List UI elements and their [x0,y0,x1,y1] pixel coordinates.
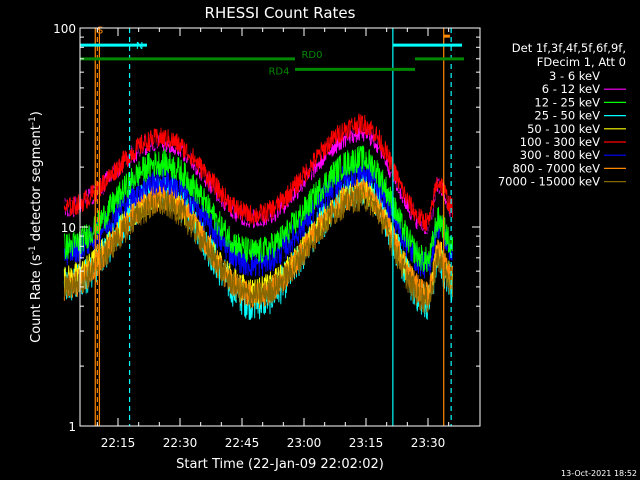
legend-entry-label: 25 - 50 keV [534,109,600,123]
legend-entry-label: 800 - 7000 keV [512,161,600,175]
series-line [63,184,454,314]
y-tick-label: 1 [68,420,76,434]
legend: Det 1f,3f,4f,5f,6f,9f, FDecim 1, Att 0 3… [498,41,626,189]
x-tick-label: 22:15 [101,436,136,450]
annotation-label-rd4: RD4 [268,66,289,77]
x-tick-label: 22:45 [225,436,260,450]
annotation-label-rd0: RD0 [301,50,322,61]
footer-date: 13-Oct-2021 18:52 [561,469,637,478]
legend-entry-label: 100 - 300 keV [520,135,600,149]
legend-entry-label: 12 - 25 keV [534,95,600,109]
y-axis-label: Count Rate (s-1 detector segment-1) [28,111,44,343]
legend-entry-label: 3 - 6 keV [549,69,600,83]
legend-entry-label: 7000 - 15000 keV [498,175,600,189]
plot-content: S N RD0 RD4 [63,25,464,426]
annotation-label-s: S [97,25,103,36]
x-tick-label: 23:00 [287,436,322,450]
y-tick-label: 100 [53,22,76,36]
x-axis: 22:15 22:30 22:45 23:00 23:15 23:30 [96,28,450,450]
y-axis: 1 10 100 [53,22,480,434]
legend-entry-label: 6 - 12 keV [542,82,600,96]
legend-entry-label: 300 - 800 keV [520,148,600,162]
legend-header-line-1: Det 1f,3f,4f,5f,6f,9f, [512,41,626,55]
annotation-label-n: N [136,41,143,52]
chart-title: RHESSI Count Rates [205,4,356,22]
x-axis-label: Start Time (22-Jan-09 22:02:02) [176,457,384,472]
x-tick-label: 23:15 [349,436,384,450]
y-tick-label: 10 [61,221,76,235]
legend-entry-label: 50 - 100 keV [527,122,600,136]
series-line [63,145,454,272]
x-tick-label: 22:30 [163,436,198,450]
x-tick-label: 23:30 [411,436,446,450]
legend-header-line-2: FDecim 1, Att 0 [537,55,626,69]
